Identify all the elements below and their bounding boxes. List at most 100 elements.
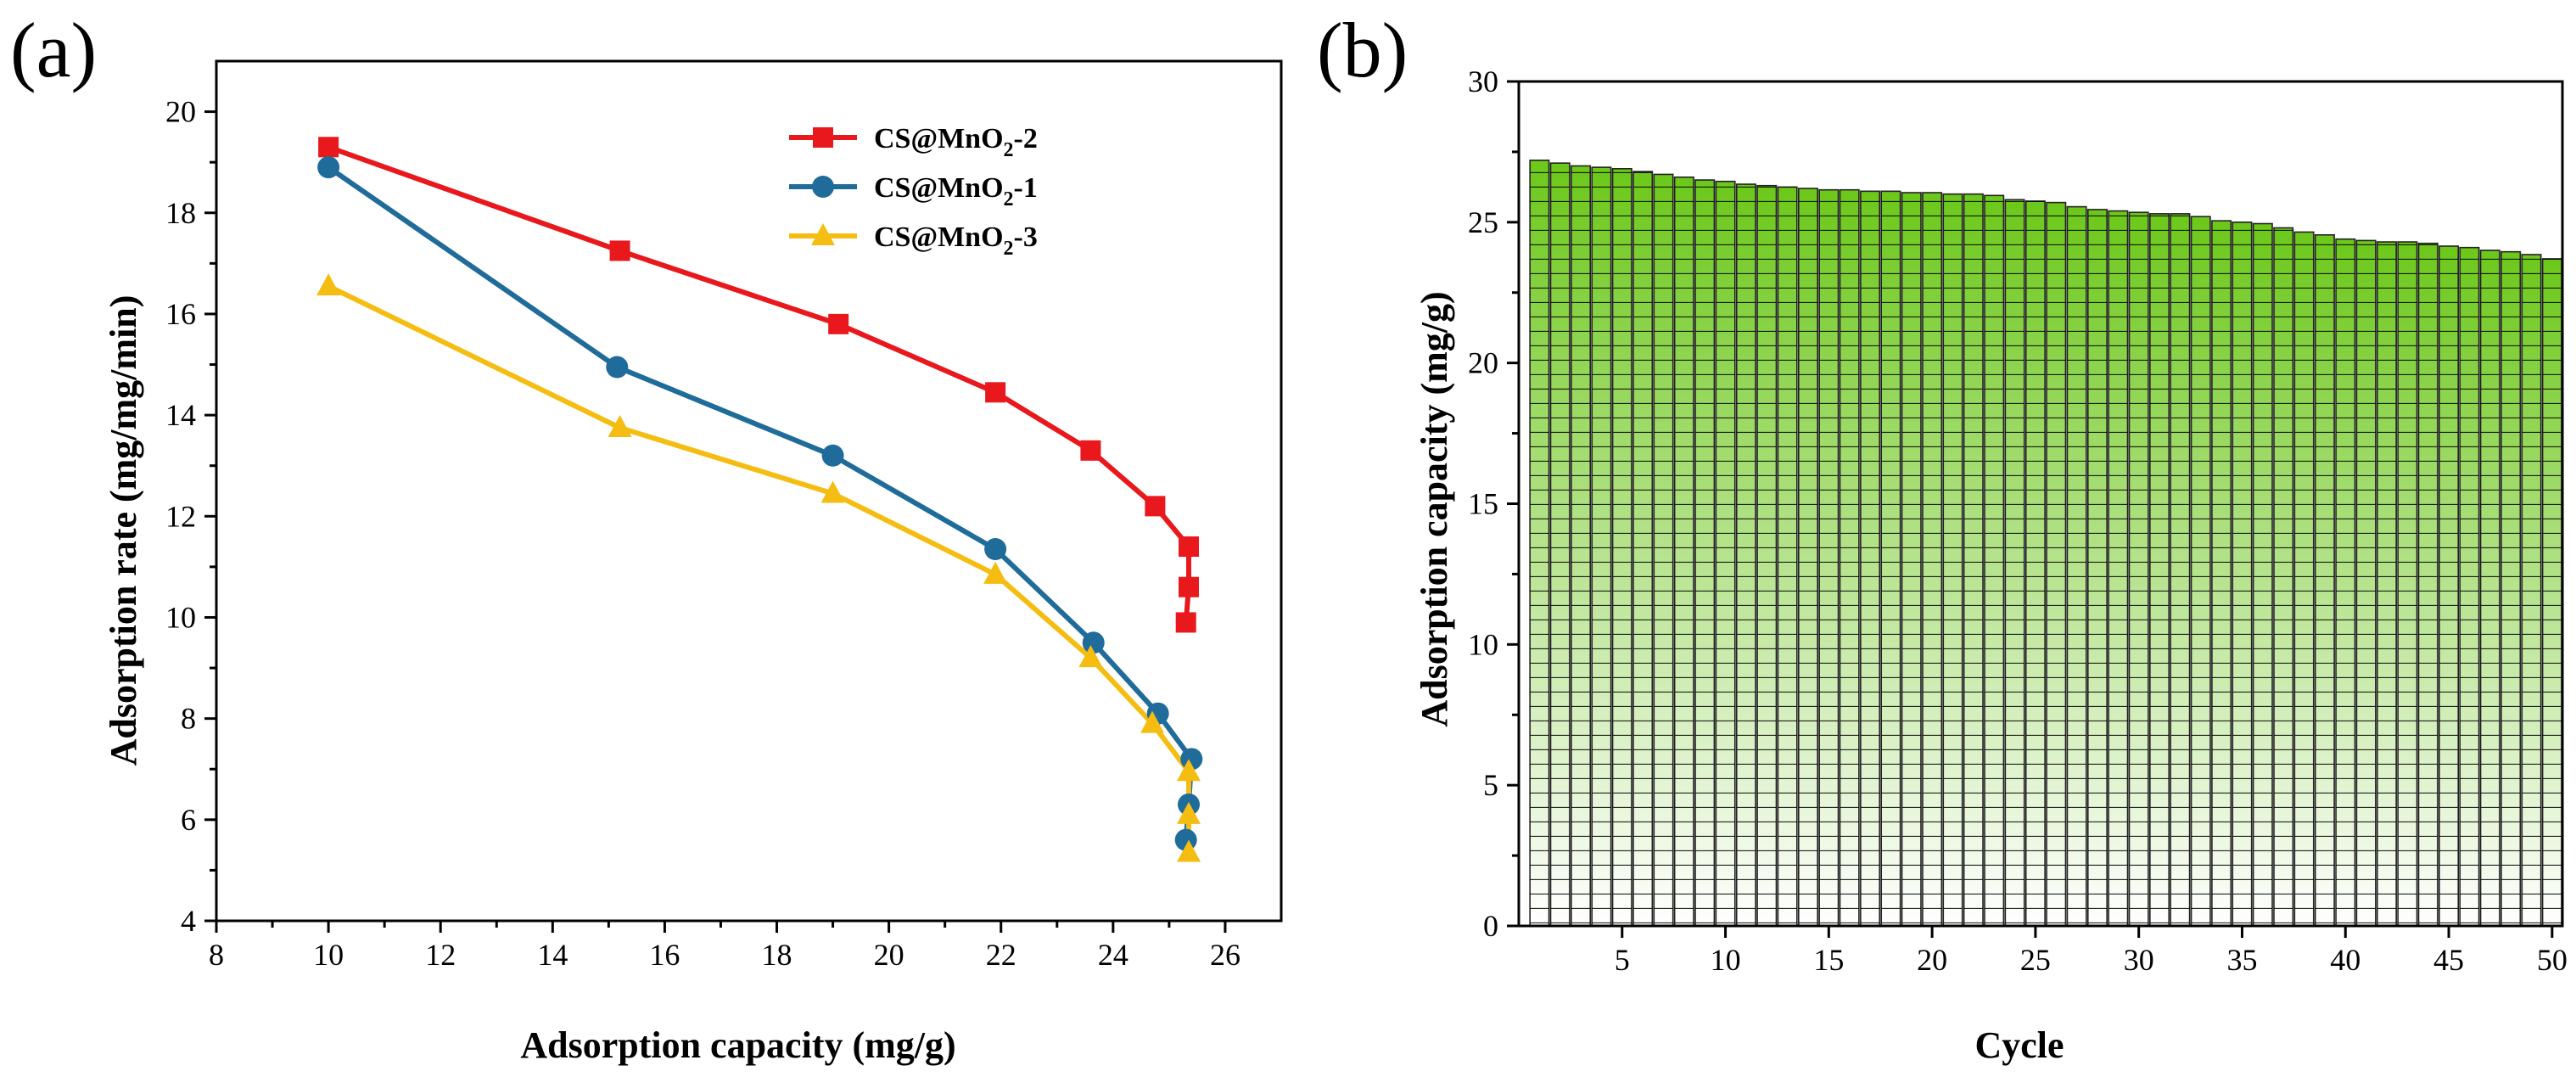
panel-b-bar: [1963, 193, 1984, 927]
panel-b-bar: [1922, 192, 1943, 927]
panel-a-legend-label: CS@MnO2-3: [874, 222, 1038, 260]
panel-a-y-tick-label: 16: [165, 297, 196, 331]
panel-a-point: [606, 356, 629, 379]
panel-b-bar: [2355, 239, 2377, 927]
panel-b-bars-group: [1529, 160, 2562, 927]
panel-b-x-axis-title: Cycle: [1974, 1024, 2064, 1066]
panel-b-bar: [2211, 220, 2232, 927]
panel-a-plot-frame: [215, 59, 1283, 923]
panel-a-legend-marker: [813, 127, 833, 148]
panel-b-bar: [1571, 165, 1592, 927]
legend-name: CS@MnO: [874, 123, 1004, 154]
panel-a-point: [820, 480, 845, 503]
panel-a-series-line: [328, 144, 1191, 623]
panel-b-bar-hatch: [1571, 165, 1591, 926]
panel-a-point: [609, 240, 630, 261]
panel-b-bar: [1694, 179, 1716, 927]
panel-b-bar-hatch: [2315, 234, 2335, 927]
panel-a-point: [1140, 710, 1165, 733]
panel-b-bar-hatch: [2129, 212, 2148, 927]
panel-b-bar: [1673, 176, 1694, 927]
panel-b-bar: [1715, 180, 1736, 927]
panel-b-bar-hatch: [2398, 242, 2417, 926]
panel-a-point: [318, 137, 339, 158]
panel-b-bar: [1777, 186, 1798, 927]
panel-b-bar-hatch: [1550, 163, 1570, 926]
panel-b-bar: [2541, 258, 2562, 927]
panel-b-bar: [1529, 160, 1550, 927]
panel-b-x-tick-label: 20: [1917, 943, 1947, 977]
panel-a-point: [1177, 759, 1201, 782]
panel-b-bar: [2293, 231, 2315, 927]
panel-b-bar-hatch: [1943, 194, 1963, 926]
panel-b-bar-hatch: [1901, 193, 1921, 927]
panel-b-bar-hatch: [1757, 185, 1777, 926]
panel-a-x-tick-label: 16: [649, 938, 680, 972]
panel-b-bar-hatch: [2067, 206, 2086, 926]
panel-b-x-tick-label: 30: [2124, 943, 2154, 977]
panel-b-bar-hatch: [2253, 223, 2273, 926]
panel-b-bar-hatch: [1632, 171, 1653, 927]
panel-a-x-tick-label: 12: [425, 938, 456, 972]
panel-a-legend-label: CS@MnO2-1: [874, 172, 1038, 210]
panel-b-y-axis-title: Adsorption capacity (mg/g): [1414, 291, 1455, 726]
panel-b-bar-hatch: [2149, 213, 2170, 927]
panel-a-point: [1080, 440, 1101, 461]
panel-a-legend-marker: [812, 176, 834, 198]
panel-a-point: [828, 313, 849, 334]
panel-b-bar-hatch: [1881, 191, 1901, 927]
panel-b-x-tick-label: 35: [2226, 943, 2257, 977]
panel-b-bar-hatch: [2047, 202, 2066, 926]
panel-b-bar-hatch: [2439, 246, 2459, 926]
panel-b-bar-hatch: [2005, 199, 2024, 927]
panel-b-bar-hatch: [1798, 188, 1818, 927]
panel-a-y-tick-label: 12: [165, 499, 196, 533]
panel-a-series-line: [327, 283, 1191, 853]
panel-b-bar-hatch: [1695, 180, 1715, 927]
panel-b-bar-hatch: [1674, 177, 1694, 926]
panel-b-bar: [2004, 199, 2025, 927]
panel-b-bar-hatch: [2336, 238, 2355, 926]
panel-a-series-line: [327, 165, 1195, 840]
panel-b-axes: 5 10 15 20 25 30 35 40 45 50 0 5 10 15 20 25 30: [1468, 65, 2568, 977]
panel-b-x-tick-label: 5: [1615, 943, 1630, 977]
panel-b-bar: [2521, 254, 2542, 927]
panel-a-point: [821, 444, 844, 467]
panel-a-point: [1177, 839, 1201, 862]
panel-b-bar-hatch: [2522, 254, 2541, 927]
panel-a-point: [983, 561, 1008, 584]
panel-b-bar: [1901, 192, 1922, 927]
panel-b-x-tick-label: 45: [2433, 943, 2464, 977]
panel-b-bar-hatch: [1922, 193, 1942, 927]
panel-b-bar: [2314, 233, 2335, 927]
panel-a-point: [1082, 631, 1105, 654]
panel-b-bar: [2190, 216, 2211, 927]
panel-b-x-tick-label: 10: [1711, 943, 1741, 977]
legend-suffix: -3: [1014, 222, 1038, 253]
panel-a-y-tick-label: 8: [181, 702, 196, 736]
panel-a-point: [984, 538, 1007, 561]
panel-b-bar: [1880, 190, 1901, 927]
panel-b-bar: [2335, 238, 2356, 927]
panel-b-y-tick-label: 5: [1483, 768, 1498, 802]
panel-a-point: [608, 415, 632, 438]
panel-b-bar-hatch: [1984, 195, 2004, 926]
panel-b-bar: [2252, 222, 2273, 927]
panel-b-bar: [2273, 227, 2294, 927]
panel-b-bar: [1653, 173, 1674, 927]
panel-b-bar: [2232, 222, 2253, 927]
panel-b-bar-hatch: [2273, 227, 2293, 926]
panel-b-bar: [2439, 245, 2460, 927]
panel-b-bar: [2479, 250, 2500, 927]
panel-a-y-tick-label: 20: [165, 95, 196, 129]
panel-b-y-tick-label: 15: [1468, 487, 1498, 521]
panel-a-point: [316, 273, 341, 296]
panel-a-y-tick-label: 6: [181, 803, 196, 837]
panel-b-bar-chart: (b) 5 10 15 20 25 30 35 40 45 50 0 5 10 15 20 25 30 Cycl…: [1317, 7, 2568, 1066]
panel-a-x-tick-label: 14: [537, 938, 568, 972]
legend-suffix: -1: [1014, 172, 1038, 204]
panel-b-bar: [1611, 168, 1632, 927]
panel-b-bar: [1860, 190, 1881, 927]
panel-b-bar: [1797, 188, 1818, 927]
